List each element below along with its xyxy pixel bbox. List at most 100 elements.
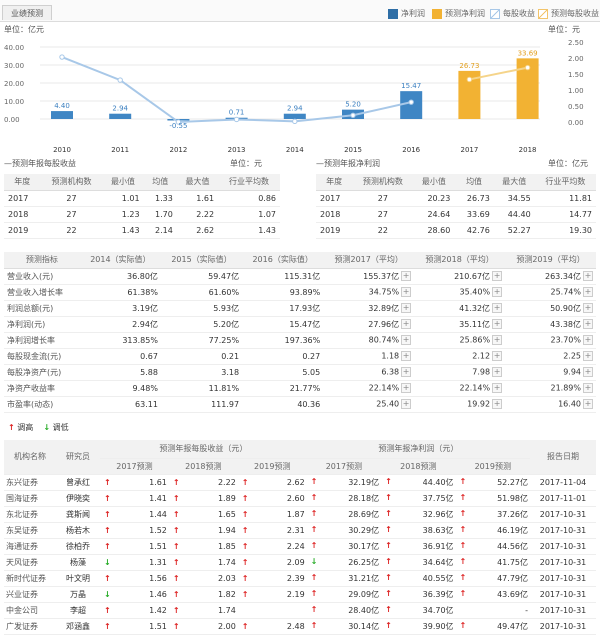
expand-plus-icon[interactable]: + xyxy=(492,351,503,361)
table-cell: 14.77 xyxy=(534,206,596,223)
bar-value-label: 2.94 xyxy=(112,105,128,113)
expand-plus-icon[interactable]: + xyxy=(492,335,503,345)
arrow-up-icon: ↑ xyxy=(310,540,318,550)
expand-plus-icon[interactable]: + xyxy=(401,383,412,393)
institution-name[interactable]: 海通证券 xyxy=(4,538,56,555)
arrow-up-icon: ↑ xyxy=(310,492,318,502)
institution-name[interactable]: 东北证券 xyxy=(4,506,56,523)
table-cell: 23.70% + xyxy=(505,332,596,349)
arrow-up-icon: ↑ xyxy=(385,508,392,518)
broker-row: 新时代证券 叶文明 ↑ 1.56 ↑ 2.03 ↑ 2.39 ↑ 31.21亿 ↑ 40.55亿 ↑ 47… xyxy=(4,570,596,587)
institution-name[interactable]: 兴业证券 xyxy=(4,586,56,603)
left-tick-label: 10.00 xyxy=(4,98,24,106)
expand-plus-icon[interactable]: + xyxy=(401,287,412,297)
right-tick-label: 1.00 xyxy=(568,87,584,95)
expand-plus-icon[interactable]: + xyxy=(492,399,503,409)
table-cell: 11.81 xyxy=(534,190,596,207)
table-cell: 21.77% xyxy=(242,380,324,397)
expand-plus-icon[interactable]: + xyxy=(583,383,593,393)
arrow-up-icon: ↑ xyxy=(241,557,249,567)
table-cell: 63.11 xyxy=(79,396,161,413)
table-cell: 41.32亿 + xyxy=(414,300,506,317)
legend-forecast-eps[interactable]: 预测每股收益 xyxy=(538,8,599,19)
forecast-cell: ↑ 36.91亿 xyxy=(381,538,456,555)
table-cell: 2.14 xyxy=(143,222,177,239)
table-cell: 2017 xyxy=(316,190,353,207)
arrow-up-icon: ↑ xyxy=(459,524,467,534)
broker-row: 东北证券 龚斯闻 ↑ 1.44 ↑ 1.65 ↑ 1.87 ↑ 28.69亿 ↑ 32.96亿 ↑ 37.… xyxy=(4,506,596,523)
expand-plus-icon[interactable]: + xyxy=(401,351,412,361)
table-cell: 9.94 + xyxy=(505,364,596,381)
expand-plus-icon[interactable]: + xyxy=(401,303,412,313)
table-cell: 111.97 xyxy=(160,396,243,413)
expand-plus-icon[interactable]: + xyxy=(492,367,503,377)
expand-plus-icon[interactable]: + xyxy=(583,319,593,329)
table-cell: 52.27 xyxy=(493,222,535,239)
table-row: 营业收入增长率 61.38% 61.60% 93.89% 34.75% +35.40% +2… xyxy=(4,284,596,301)
legend-forecast-net-profit[interactable]: 预测净利润 xyxy=(432,8,485,19)
expand-plus-icon[interactable]: + xyxy=(583,367,593,377)
expand-plus-icon[interactable]: + xyxy=(492,271,503,281)
institution-name[interactable]: 中金公司 xyxy=(4,602,56,619)
institution-name[interactable]: 新时代证券 xyxy=(4,570,56,587)
arrow-up-icon: ↑ xyxy=(172,541,180,551)
expand-plus-icon[interactable]: + xyxy=(492,303,503,313)
table-cell: 17.93亿 xyxy=(242,300,324,317)
expand-plus-icon[interactable]: + xyxy=(492,383,503,393)
table-cell: 1.43 xyxy=(218,222,280,239)
arrow-up-icon: ↑ xyxy=(310,572,318,582)
tab-forecast[interactable]: 业绩预测 xyxy=(2,5,52,20)
legend-net-profit[interactable]: 净利润 xyxy=(388,8,425,19)
table-cell: 43.38亿 + xyxy=(505,316,596,333)
table-cell: 22 xyxy=(40,222,103,239)
arrow-up-icon: ↑ xyxy=(172,557,180,567)
expand-plus-icon[interactable]: + xyxy=(401,367,412,377)
arrow-up-icon: ↑ xyxy=(104,605,111,615)
institution-name[interactable]: 天风证券 xyxy=(4,554,56,571)
institution-name[interactable]: 国海证券 xyxy=(4,490,56,507)
arrow-up-icon: ↑ xyxy=(172,509,180,519)
expand-plus-icon[interactable]: + xyxy=(492,287,503,297)
eps-forecast-table: 年度 预测机构数 最小值 均值 最大值 行业平均数 2017 27 1.01 1.33 1.61 0… xyxy=(4,174,280,239)
table-cell: 2017 xyxy=(4,190,41,207)
expand-plus-icon[interactable]: + xyxy=(492,319,503,329)
legend-swatch xyxy=(538,8,548,19)
sub-column-header: 2017预测 xyxy=(306,458,382,475)
table-row: 净利润增长率 313.85% 77.25% 197.36% 80.74% +25.86% +… xyxy=(4,332,596,349)
forecast-cell: ↑ 1.51 xyxy=(100,618,169,635)
expand-plus-icon[interactable]: + xyxy=(401,319,412,329)
expand-plus-icon[interactable]: + xyxy=(401,335,412,345)
expand-plus-icon[interactable]: + xyxy=(583,287,593,297)
report-date: 2017-10-31 xyxy=(530,586,596,603)
arrow-up-icon: ↑ xyxy=(104,509,111,519)
table-cell: 3.18 xyxy=(160,364,243,381)
bar-value-label: 2.94 xyxy=(287,105,303,113)
forecast-cell: ↑ 28.18亿 xyxy=(306,490,382,507)
right-axis-unit: 单位：元 xyxy=(548,24,580,34)
expand-plus-icon[interactable]: + xyxy=(583,303,593,313)
column-header: 最大值 xyxy=(493,174,535,191)
expand-plus-icon[interactable]: + xyxy=(583,335,593,345)
expand-plus-icon[interactable]: + xyxy=(583,271,593,281)
institution-name[interactable]: 广发证券 xyxy=(4,618,56,635)
forecast-cell: ↑ 37.75亿 xyxy=(381,490,456,507)
legend-eps[interactable]: 每股收益 xyxy=(490,8,535,19)
column-header: 2016（实际值） xyxy=(242,252,324,269)
expand-plus-icon[interactable]: + xyxy=(583,351,593,361)
forecast-cell: ↑ 44.40亿 xyxy=(381,474,456,491)
forecast-cell: ↑ 32.19亿 xyxy=(306,474,382,491)
expand-plus-icon[interactable]: + xyxy=(401,399,412,409)
arrow-up-icon: ↑ xyxy=(172,525,180,535)
expand-plus-icon[interactable]: + xyxy=(401,271,412,281)
report-date: 2017-10-31 xyxy=(530,538,596,555)
trend-up-label: 调高 xyxy=(17,423,34,432)
forecast-cell: ↑ 2.62 xyxy=(237,474,307,491)
series-point xyxy=(408,99,414,105)
forecast-cell: ↑ 2.22 xyxy=(168,474,238,491)
report-date: 2017-10-31 xyxy=(530,554,596,571)
arrow-up-icon: ↑ xyxy=(310,620,318,630)
institution-name[interactable]: 东兴证券 xyxy=(4,474,56,491)
institution-name[interactable]: 东吴证券 xyxy=(4,522,56,539)
forecast-cell: ↑ 1.74 xyxy=(168,554,238,571)
expand-plus-icon[interactable]: + xyxy=(583,399,593,409)
